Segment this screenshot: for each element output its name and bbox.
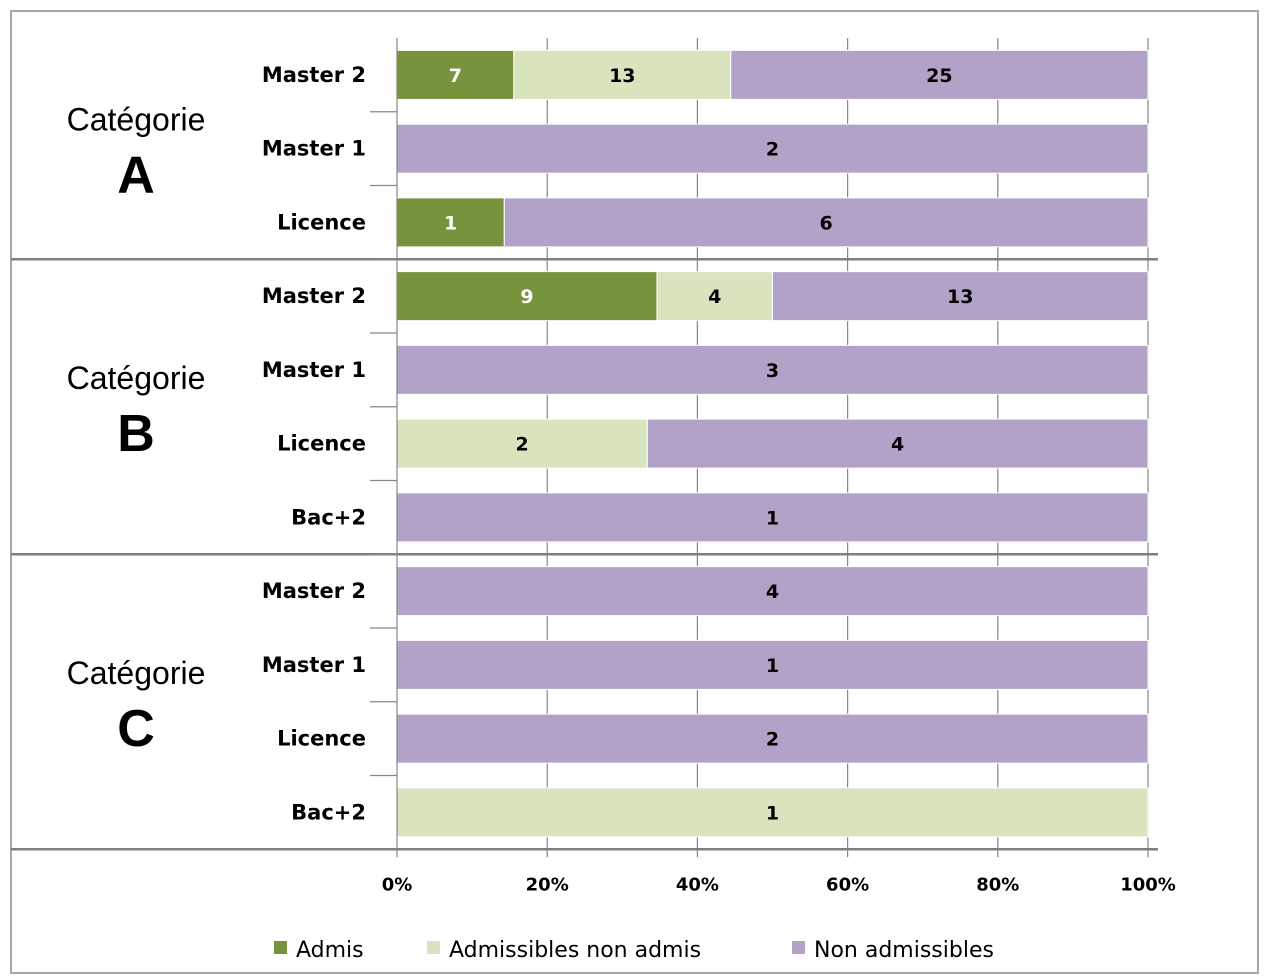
- row-label: Bac+2: [291, 800, 366, 824]
- category-letter: A: [117, 147, 155, 205]
- legend-swatch: [274, 941, 287, 954]
- data-label: 2: [516, 434, 529, 456]
- x-tick-label: 100%: [1120, 874, 1176, 895]
- data-label: 4: [708, 286, 721, 308]
- legend-label: Non admissibles: [814, 938, 994, 963]
- data-label: 2: [766, 139, 779, 161]
- row-label: Licence: [277, 432, 366, 456]
- data-label: 13: [947, 286, 973, 308]
- legend-label: Admis: [296, 938, 364, 963]
- row-label: Bac+2: [291, 505, 366, 529]
- data-label: 4: [766, 581, 779, 603]
- category-letter: B: [117, 405, 155, 463]
- category-label: Catégorie: [67, 655, 206, 691]
- data-label: 13: [609, 65, 635, 87]
- bar-segment: [772, 271, 1149, 322]
- bar-segment: [656, 271, 774, 322]
- category-label: Catégorie: [67, 360, 206, 396]
- bar-segment: [396, 566, 1149, 617]
- data-label: 25: [926, 65, 952, 87]
- bar-segment: [396, 787, 1149, 838]
- data-label: 1: [766, 802, 779, 824]
- bar-segment: [646, 418, 1149, 469]
- bar-segment: [730, 49, 1149, 100]
- row-label: Licence: [277, 727, 366, 751]
- x-tick-label: 60%: [826, 874, 869, 895]
- category-letter: C: [117, 700, 155, 758]
- bars: [396, 49, 1149, 838]
- bar-segment: [396, 197, 505, 248]
- legend-swatch: [792, 941, 805, 954]
- data-label: 9: [520, 286, 533, 308]
- legend-label: Admissibles non admis: [449, 938, 701, 963]
- data-label: 2: [766, 729, 779, 751]
- bar-segment: [503, 197, 1149, 248]
- data-label: 1: [766, 507, 779, 529]
- data-label: 1: [766, 655, 779, 677]
- category-label: Catégorie: [67, 102, 206, 138]
- row-label: Master 2: [262, 63, 366, 87]
- data-label: 1: [444, 212, 457, 234]
- row-label: Master 1: [262, 358, 366, 382]
- bar-segment: [396, 123, 1149, 174]
- bar-segment: [396, 713, 1149, 764]
- legend-swatch: [427, 941, 440, 954]
- data-label: 7: [449, 65, 462, 87]
- row-label: Master 2: [262, 284, 366, 308]
- row-label: Master 2: [262, 579, 366, 603]
- x-tick-label: 80%: [976, 874, 1019, 895]
- row-label: Licence: [277, 210, 366, 234]
- x-tick-label: 20%: [526, 874, 569, 895]
- x-tick-label: 40%: [676, 874, 719, 895]
- x-tick-label: 0%: [382, 874, 413, 895]
- x-axis: [11, 38, 1158, 858]
- data-label: 3: [766, 360, 779, 382]
- row-label: Master 1: [262, 653, 366, 677]
- data-label: 4: [891, 434, 904, 456]
- bar-segment: [396, 492, 1149, 543]
- bar-segment: [513, 49, 732, 100]
- legend: Admis Admissibles non admis Non admissible…: [274, 938, 994, 963]
- row-label: Master 1: [262, 137, 366, 161]
- bar-segment: [396, 639, 1149, 690]
- bar-segment: [396, 344, 1149, 395]
- data-label: 6: [820, 212, 833, 234]
